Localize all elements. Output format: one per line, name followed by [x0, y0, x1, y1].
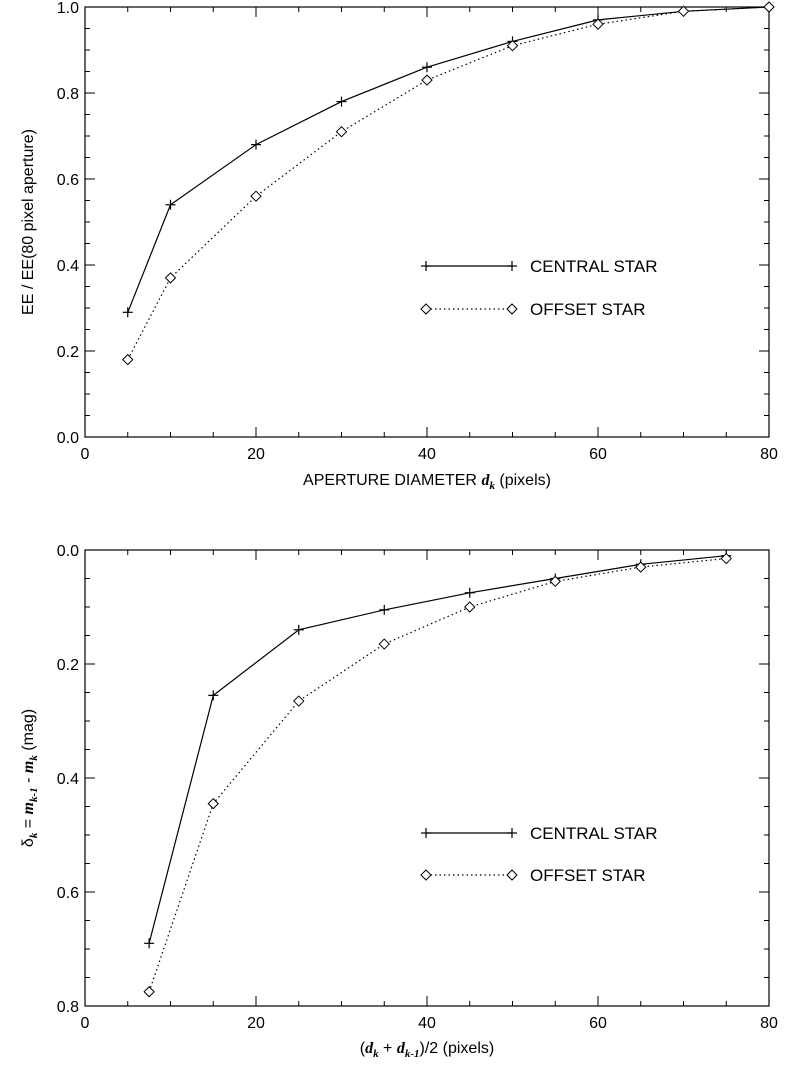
top-y-tick-label: 1.0 [57, 0, 79, 17]
top-legend-central-marker-b [507, 261, 517, 271]
top-central-point [422, 62, 432, 73]
bot-offset-point [720, 552, 732, 565]
bot-offset-point [207, 797, 219, 810]
bot-central-point [464, 587, 475, 598]
bot-offset-point [378, 638, 390, 650]
bottom-x-ticks: 0 20 40 60 80 [81, 550, 778, 1032]
bottom-legend-offset-label: OFFSET STAR [530, 866, 646, 885]
top-legend: CENTRAL STAR OFFSET STAR [420, 257, 658, 319]
bottom-legend-central-label: CENTRAL STAR [530, 824, 658, 843]
bot-offset-point [293, 695, 305, 707]
top-offset-point [250, 190, 262, 202]
bottom-legend-offset-marker-b [506, 869, 518, 881]
top-legend-offset-marker-a [420, 303, 432, 315]
bottom-legend-central-marker-b [507, 828, 517, 838]
top-y-tick-label: 0.6 [57, 172, 79, 189]
bot-x-tick-label: 0 [81, 1015, 90, 1032]
bot-x-tick-label: 60 [589, 1015, 607, 1032]
top-offset-point [421, 74, 433, 86]
bottom-legend: CENTRAL STAR OFFSET STAR [420, 824, 658, 885]
bot-central-point [144, 938, 155, 949]
bottom-panel: 0 20 40 60 80 0.0 0.2 0.4 0.6 0.8 CENTRAL STAR O… [20, 543, 778, 1060]
bottom-legend-offset-marker-a [420, 869, 432, 881]
top-y-axis-label: EE / EE(80 pixel aperture) [20, 129, 37, 315]
bot-series-line-central [148, 555, 727, 944]
bot-offset-point [464, 601, 476, 613]
bot-central-point [208, 690, 219, 701]
top-legend-central-label: CENTRAL STAR [530, 257, 658, 276]
top-central-point [165, 199, 176, 210]
bot-y-tick-label: 0.6 [57, 885, 79, 902]
bottom-y-ticks: 0.0 0.2 0.4 0.6 0.8 [57, 543, 769, 1016]
top-offset-point [677, 5, 690, 18]
top-panel: 0 20 40 60 80 0.0 0.2 0.4 0.6 0.8 1.0 CENTRAL STA… [20, 0, 778, 492]
top-y-tick-label: 0.0 [57, 430, 79, 447]
top-central-point [251, 139, 261, 150]
bot-x-tick-label: 20 [247, 1015, 265, 1032]
top-x-tick-label: 0 [81, 446, 90, 463]
bot-central-point [293, 624, 304, 635]
bot-offset-point [635, 561, 647, 573]
top-offset-point [164, 272, 177, 284]
bot-y-tick-label: 0.0 [57, 543, 79, 560]
top-series [122, 1, 775, 366]
top-offset-point [122, 353, 134, 366]
bot-series-line-offset [148, 557, 727, 992]
top-legend-offset-label: OFFSET STAR [530, 300, 646, 319]
bot-x-tick-label: 80 [760, 1015, 778, 1032]
top-offset-point [335, 125, 348, 138]
top-legend-central-marker-a [421, 261, 431, 271]
top-x-ticks: 0 20 40 60 80 [81, 7, 778, 463]
bot-x-tick-label: 40 [418, 1015, 436, 1032]
top-y-ticks: 0.0 0.2 0.4 0.6 0.8 1.0 [57, 0, 769, 447]
bot-central-point [379, 604, 390, 615]
top-offset-point [763, 1, 775, 13]
top-legend-offset-marker-b [506, 303, 518, 315]
top-x-axis-label: APERTURE DIAMETER dk (pixels) [303, 472, 551, 492]
bot-y-tick-label: 0.4 [57, 771, 79, 788]
bottom-y-axis-label: δk = mk-1 - mk (mag) [20, 709, 40, 847]
bot-y-tick-label: 0.2 [57, 657, 79, 674]
bot-offset-point [143, 986, 155, 998]
top-x-tick-label: 80 [760, 446, 778, 463]
bottom-x-axis-label: (dk + dk-1)/2 (pixels) [360, 1040, 494, 1060]
top-offset-point [592, 18, 604, 30]
top-y-tick-label: 0.2 [57, 344, 79, 361]
bottom-plot-frame [84, 549, 770, 1007]
top-series-line-offset [127, 6, 770, 360]
bottom-legend-central-marker-a [421, 828, 431, 838]
top-y-tick-label: 0.8 [57, 86, 79, 103]
top-offset-point [506, 39, 519, 52]
top-x-tick-label: 40 [418, 446, 436, 463]
bot-y-tick-label: 0.8 [57, 999, 79, 1016]
top-central-point [122, 307, 133, 318]
top-x-tick-label: 20 [247, 446, 265, 463]
top-central-point [336, 96, 347, 107]
bot-offset-point [549, 575, 561, 588]
top-x-tick-label: 60 [589, 446, 607, 463]
bottom-series [143, 550, 732, 998]
top-y-tick-label: 0.4 [57, 258, 79, 275]
